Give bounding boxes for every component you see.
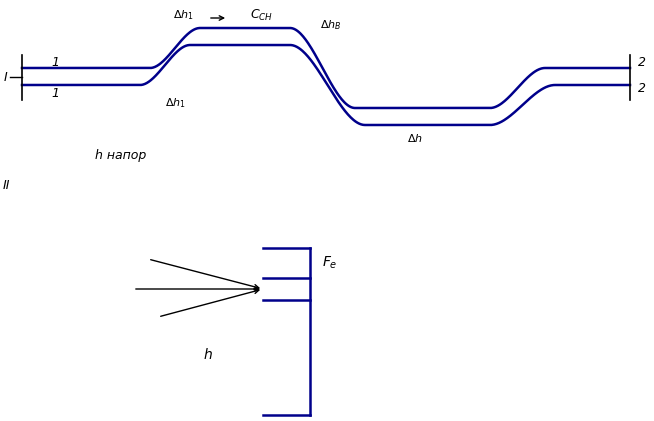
Text: $\Delta h$: $\Delta h$ (407, 132, 423, 144)
Text: h напор: h напор (95, 149, 146, 162)
Text: $\Delta h_B$: $\Delta h_B$ (320, 18, 341, 32)
Text: I: I (4, 70, 8, 83)
Text: $\Delta h_1$: $\Delta h_1$ (173, 8, 194, 22)
Text: 1: 1 (51, 86, 59, 99)
Text: $F_e$: $F_e$ (322, 255, 337, 271)
Text: 2: 2 (638, 82, 646, 94)
Text: $C_{CH}$: $C_{CH}$ (250, 8, 273, 23)
Text: 1: 1 (51, 56, 59, 69)
Text: $\Delta h_1$: $\Delta h_1$ (165, 96, 186, 110)
Text: II: II (2, 179, 10, 192)
Text: 2: 2 (638, 56, 646, 69)
Text: h: h (203, 348, 213, 362)
